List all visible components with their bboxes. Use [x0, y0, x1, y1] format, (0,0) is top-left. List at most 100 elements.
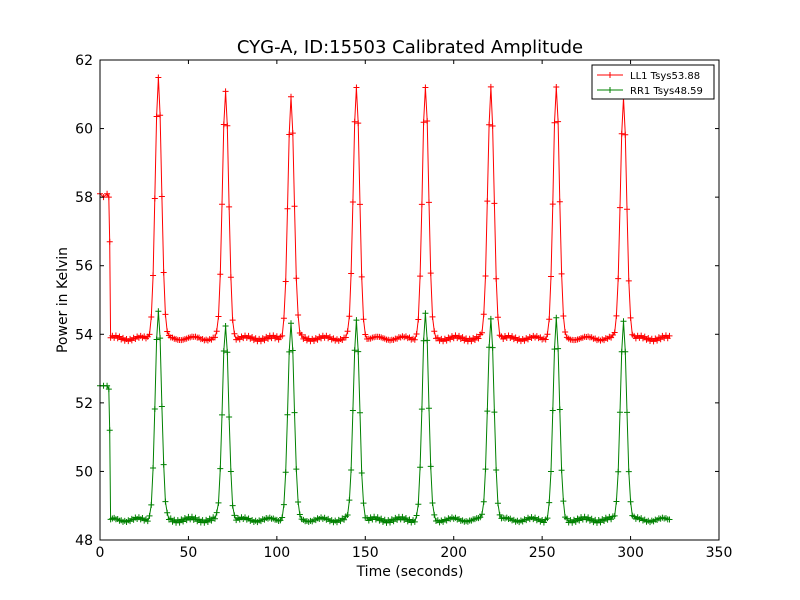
data-point — [353, 84, 360, 91]
data-point — [150, 272, 157, 279]
data-point — [196, 516, 203, 523]
data-point — [459, 334, 466, 341]
data-point — [496, 511, 503, 518]
data-point — [349, 199, 356, 206]
data-point — [546, 316, 553, 323]
data-point — [480, 498, 487, 505]
data-point — [282, 278, 289, 285]
data-point — [418, 406, 425, 413]
legend-label: RR1 Tsys48.59 — [630, 86, 703, 97]
series-markers — [97, 308, 673, 526]
data-point — [226, 413, 233, 420]
series-markers — [97, 74, 673, 345]
data-point — [224, 122, 231, 129]
data-point — [365, 517, 372, 524]
data-point — [374, 514, 381, 521]
data-point — [158, 193, 165, 200]
data-point — [666, 332, 673, 339]
data-point — [106, 427, 113, 434]
data-point — [456, 332, 463, 339]
data-point — [479, 511, 486, 518]
y-tick-label: 58 — [75, 190, 93, 206]
legend-marker — [607, 72, 613, 78]
x-axis-label: Time (seconds) — [356, 564, 464, 580]
series-line — [100, 311, 670, 524]
data-point — [627, 498, 634, 505]
data-point — [625, 277, 632, 284]
data-point — [295, 498, 302, 505]
data-point — [542, 336, 549, 343]
data-point — [422, 84, 429, 91]
data-point — [211, 515, 218, 522]
data-point — [547, 468, 554, 475]
data-point — [601, 517, 608, 524]
data-point — [429, 313, 436, 320]
data-point — [219, 201, 226, 208]
data-point — [447, 336, 454, 343]
data-point — [176, 519, 183, 526]
data-point — [188, 513, 195, 520]
x-tick-label: 50 — [180, 545, 198, 561]
data-point — [204, 518, 211, 525]
data-point — [106, 238, 113, 245]
data-point — [556, 198, 563, 205]
data-point — [411, 518, 418, 525]
data-point — [342, 334, 349, 341]
data-point — [411, 336, 418, 343]
data-point — [355, 348, 362, 355]
data-point — [180, 518, 187, 525]
data-point — [471, 337, 478, 344]
data-point — [217, 465, 224, 472]
data-point — [549, 201, 556, 208]
data-point — [622, 131, 629, 138]
y-tick-label: 50 — [75, 464, 93, 480]
data-point — [417, 464, 424, 471]
data-point — [162, 311, 169, 318]
data-point — [293, 466, 300, 473]
data-point — [104, 382, 111, 389]
data-point — [387, 519, 394, 526]
data-point — [224, 349, 231, 356]
data-point — [624, 409, 631, 416]
data-point — [616, 204, 623, 211]
data-point — [270, 332, 277, 339]
data-point — [296, 511, 303, 518]
data-point — [144, 518, 151, 525]
y-tick-label: 56 — [75, 259, 93, 275]
y-tick-label: 60 — [75, 122, 93, 138]
data-point — [429, 500, 436, 507]
y-axis-label: Power in Kelvin — [55, 247, 71, 353]
legend-marker — [607, 87, 613, 93]
x-tick-label: 350 — [706, 545, 733, 561]
data-point — [295, 311, 302, 318]
legend: LL1 Tsys53.88 RR1 Tsys48.59 — [591, 64, 715, 100]
data-point — [229, 502, 236, 509]
data-point — [213, 328, 220, 335]
data-point — [555, 345, 562, 352]
data-point — [105, 194, 112, 201]
data-point — [358, 273, 365, 280]
x-tick-label: 0 — [96, 545, 105, 561]
data-point — [558, 467, 565, 474]
data-point — [622, 348, 629, 355]
data-point — [486, 121, 493, 128]
data-point — [222, 88, 229, 95]
data-point — [284, 411, 291, 418]
data-point — [415, 501, 422, 508]
data-point — [556, 406, 563, 413]
y-tick-label: 54 — [75, 327, 93, 343]
data-point — [151, 405, 158, 412]
data-point — [425, 199, 432, 206]
data-point — [286, 131, 293, 138]
data-point — [611, 512, 618, 519]
data-point — [418, 201, 425, 208]
data-point — [657, 336, 664, 343]
data-point — [158, 403, 165, 410]
data-point — [348, 270, 355, 277]
data-point — [164, 509, 171, 516]
data-point — [183, 517, 190, 524]
x-tick-label: 100 — [263, 545, 290, 561]
data-point — [572, 518, 579, 525]
data-point — [160, 269, 167, 276]
data-point — [289, 130, 296, 137]
